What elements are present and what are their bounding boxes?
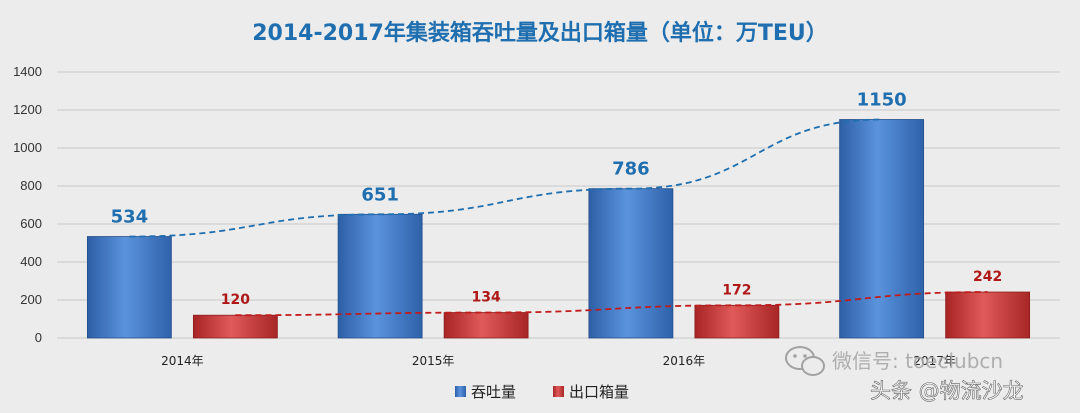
toutiao-watermark: 头条 @物流沙龙: [870, 379, 1024, 403]
x-tick-label: 2017年: [913, 354, 956, 368]
legend-swatch-export: [553, 386, 564, 397]
y-tick-label: 800: [20, 178, 42, 193]
data-label-export: 120: [221, 292, 250, 308]
bar-export: [192, 314, 278, 339]
bar-throughput: [337, 213, 423, 339]
y-tick-label: 1000: [13, 140, 42, 155]
bar-throughput: [86, 236, 172, 339]
data-label-export: 172: [722, 282, 751, 298]
bar-export: [945, 291, 1031, 339]
trendline-export: [235, 291, 988, 317]
y-tick-label: 200: [20, 292, 42, 307]
x-tick-label: 2015年: [412, 354, 455, 368]
y-tick-label: 600: [20, 216, 42, 231]
bars: [86, 119, 1031, 339]
y-tick-label: 1400: [13, 64, 42, 79]
data-label-throughput: 786: [612, 159, 650, 180]
data-labels: 534 120 651 134 786 172 1150 242: [111, 90, 1003, 309]
chart-title: 2014-2017年集装箱吞吐量及出口箱量（单位：万TEU）: [252, 20, 828, 46]
data-label-export: 242: [973, 269, 1002, 285]
y-tick-label: 0: [35, 330, 42, 345]
y-tick-label: 400: [20, 254, 42, 269]
x-tick-label: 2014年: [161, 354, 204, 368]
wechat-icon: [785, 346, 825, 376]
y-tick-label: 1200: [13, 102, 42, 117]
legend-label-export: 出口箱量: [569, 383, 629, 401]
bar-throughput: [588, 188, 674, 339]
y-axis-ticks: 0 200 400 600 800 1000 1200 1400: [13, 64, 42, 345]
wechat-watermark: 微信号: toeclubcn: [832, 349, 1003, 373]
bar-export: [694, 304, 780, 339]
data-label-export: 134: [472, 290, 501, 306]
data-label-throughput: 534: [111, 207, 149, 228]
legend: 吞吐量 出口箱量: [455, 383, 629, 401]
watermark: 微信号: toeclubcn 头条 @物流沙龙: [785, 346, 1024, 403]
x-axis-ticks: 2014年 2015年 2016年 2017年: [161, 354, 956, 368]
bar-throughput: [839, 119, 925, 339]
x-tick-label: 2016年: [663, 354, 706, 368]
legend-label-throughput: 吞吐量: [471, 383, 516, 401]
grid: [57, 71, 1060, 339]
data-label-throughput: 1150: [857, 90, 907, 111]
trendline-throughput: [129, 118, 882, 238]
trendlines: [129, 118, 988, 317]
legend-swatch-throughput: [455, 386, 466, 397]
data-label-throughput: 651: [361, 184, 399, 205]
bar-export: [443, 312, 529, 339]
